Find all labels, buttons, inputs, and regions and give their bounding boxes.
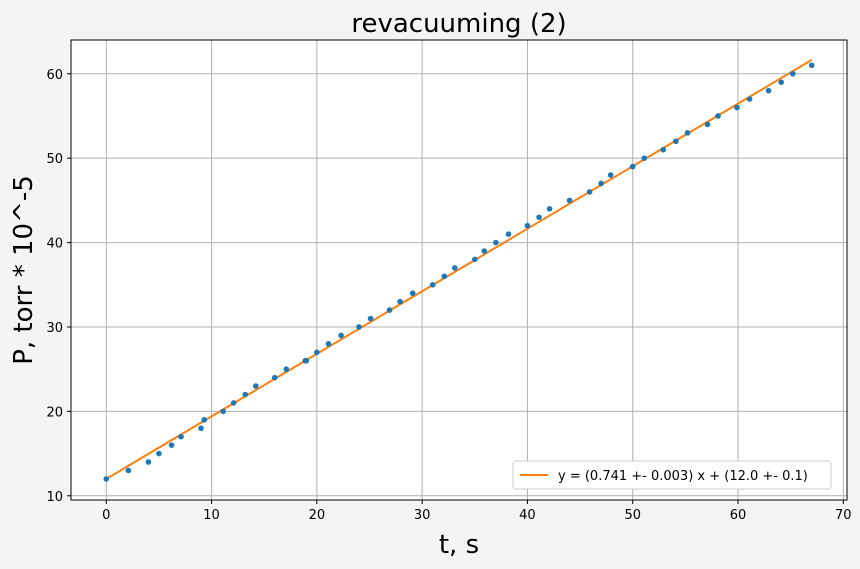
data-point [451, 265, 458, 271]
data-point [201, 417, 207, 423]
legend-box [512, 460, 832, 490]
data-point [283, 366, 290, 372]
y-tick-label: 60 [46, 68, 63, 83]
data-point [303, 357, 310, 364]
data-point [660, 146, 667, 153]
y-tick-label: 10 [46, 490, 63, 505]
data-point [673, 138, 679, 145]
data-point [586, 189, 593, 195]
x-tick-label: 70 [835, 508, 852, 523]
x-axis-label: t, s [439, 530, 479, 560]
data-point [493, 239, 499, 246]
y-tick-label: 50 [46, 152, 63, 167]
data-point [704, 121, 711, 128]
data-point [429, 281, 436, 288]
data-point [338, 332, 344, 339]
x-tick-label: 20 [309, 508, 326, 523]
data-point [734, 104, 740, 111]
x-tick-label: 30 [414, 508, 431, 523]
chart-title: revacuuming (2) [351, 9, 566, 39]
data-point [230, 400, 237, 406]
data-point [409, 290, 416, 297]
data-point [156, 450, 162, 457]
x-tick-label: 10 [203, 508, 220, 523]
data-point [481, 248, 488, 254]
x-tick-label: 60 [730, 508, 747, 523]
data-point [314, 349, 320, 356]
data-point [629, 163, 636, 170]
data-point [789, 70, 796, 77]
data-point [125, 467, 132, 474]
x-tick-label: 50 [624, 508, 641, 523]
data-point [536, 214, 542, 221]
data-point [325, 341, 332, 347]
data-point [715, 113, 721, 119]
data-point [367, 315, 374, 322]
data-point [356, 324, 362, 330]
legend: y = (0.741 +- 0.003) x + (12.0 +- 0.1) [512, 460, 832, 490]
data-point [242, 391, 249, 398]
data-point [441, 273, 448, 280]
data-point [598, 180, 604, 187]
legend-label: y = (0.741 +- 0.003) x + (12.0 +- 0.1) [558, 469, 808, 484]
data-point [524, 222, 531, 229]
data-point [178, 433, 184, 440]
y-axis-label: P, torr * 10^-5 [9, 175, 39, 365]
data-point [168, 442, 175, 448]
data-point [546, 206, 553, 212]
data-point [145, 459, 152, 465]
x-ticks: 0 10 20 30 40 50 60 70 [102, 500, 852, 523]
x-tick-label: 0 [102, 508, 110, 523]
data-point [607, 172, 614, 178]
y-tick-label: 40 [46, 237, 63, 252]
data-points [103, 62, 815, 482]
data-point [471, 256, 478, 263]
data-point [397, 298, 403, 305]
y-tick-label: 20 [46, 405, 63, 420]
data-point [220, 408, 226, 415]
grid [71, 40, 847, 500]
data-point [566, 197, 573, 204]
data-point [386, 307, 393, 313]
data-point [746, 96, 753, 102]
y-tick-label: 30 [46, 321, 63, 336]
data-point [778, 79, 784, 86]
data-point [684, 130, 691, 136]
plot-frame [70, 39, 848, 501]
data-point [765, 87, 772, 94]
data-point [641, 155, 648, 161]
data-point [808, 62, 815, 69]
y-ticks: 10 20 30 40 50 60 [46, 68, 71, 505]
x-tick-label: 40 [519, 508, 536, 523]
data-point [103, 476, 110, 482]
data-point [271, 374, 278, 381]
data-point [198, 425, 204, 432]
data-point [505, 231, 512, 237]
data-point [252, 383, 259, 389]
